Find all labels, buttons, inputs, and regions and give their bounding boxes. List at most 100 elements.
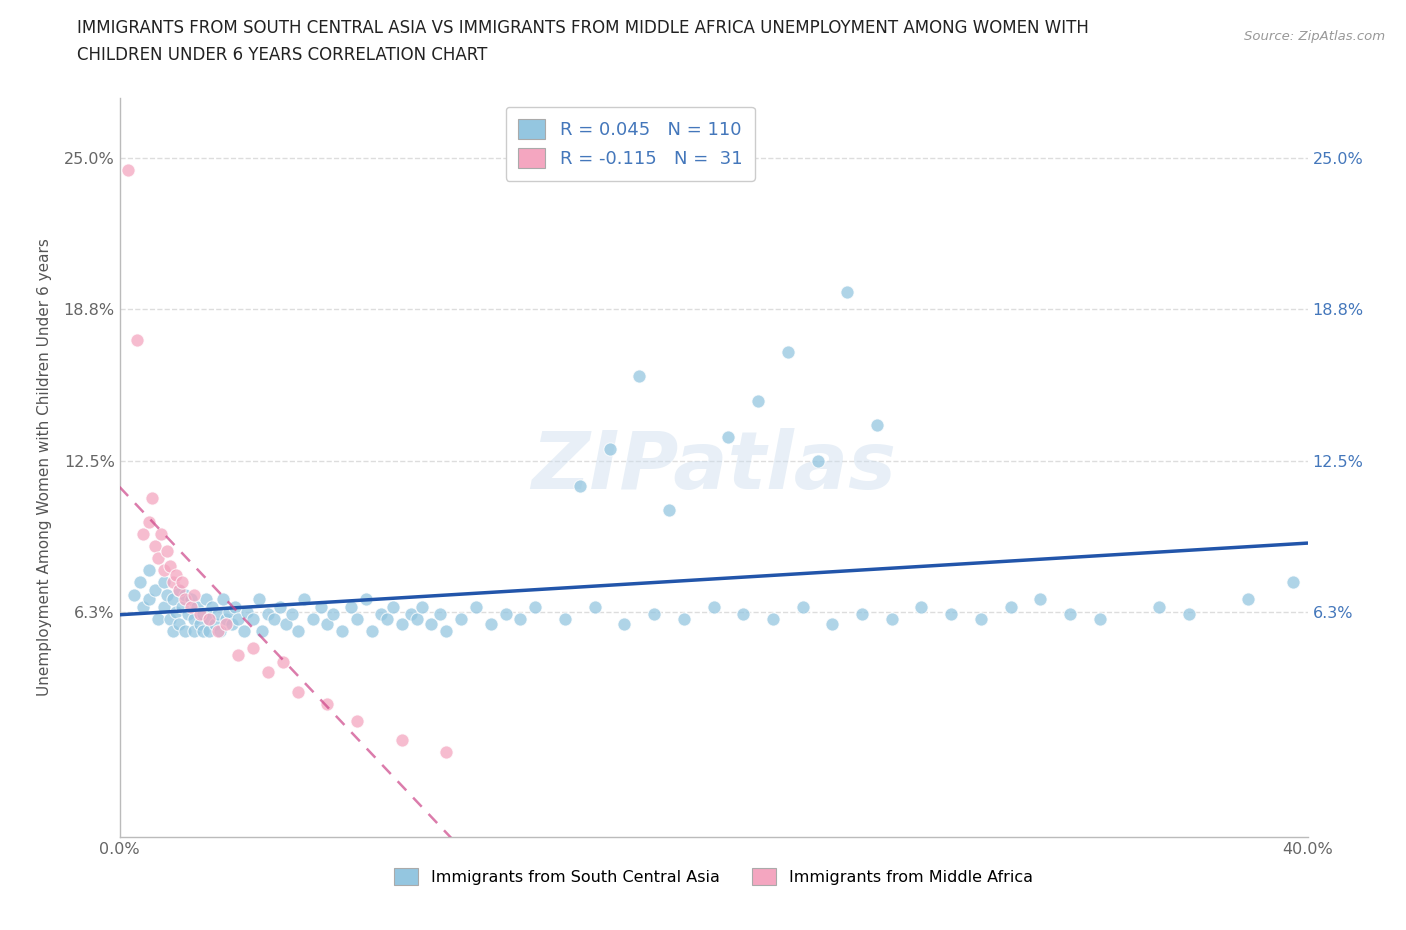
- Point: [263, 611, 285, 626]
- Point: [153, 599, 176, 614]
- Point: [1059, 606, 1081, 621]
- Point: [207, 623, 229, 638]
- Point: [173, 592, 195, 607]
- Point: [186, 599, 208, 614]
- Point: [129, 575, 152, 590]
- Point: [188, 606, 211, 621]
- Point: [287, 684, 309, 699]
- Point: [281, 606, 304, 621]
- Point: [717, 430, 740, 445]
- Point: [479, 617, 502, 631]
- Point: [672, 611, 695, 626]
- Point: [399, 606, 422, 621]
- Point: [191, 623, 214, 638]
- Point: [733, 606, 755, 621]
- Point: [242, 611, 264, 626]
- Point: [354, 592, 377, 607]
- Point: [170, 575, 193, 590]
- Point: [287, 623, 309, 638]
- Point: [837, 285, 859, 299]
- Point: [194, 592, 217, 607]
- Point: [583, 599, 606, 614]
- Point: [703, 599, 725, 614]
- Point: [1237, 592, 1260, 607]
- Point: [180, 592, 202, 607]
- Point: [370, 606, 392, 621]
- Point: [271, 655, 294, 670]
- Point: [269, 599, 291, 614]
- Point: [228, 648, 250, 663]
- Point: [215, 617, 238, 631]
- Point: [173, 587, 195, 602]
- Point: [188, 617, 211, 631]
- Point: [301, 611, 323, 626]
- Point: [204, 617, 226, 631]
- Point: [509, 611, 531, 626]
- Point: [292, 592, 315, 607]
- Point: [242, 641, 264, 656]
- Point: [197, 611, 219, 626]
- Point: [391, 617, 413, 631]
- Point: [311, 599, 333, 614]
- Point: [162, 575, 184, 590]
- Point: [170, 599, 193, 614]
- Point: [411, 599, 433, 614]
- Point: [330, 623, 353, 638]
- Legend: Immigrants from South Central Asia, Immigrants from Middle Africa: Immigrants from South Central Asia, Immi…: [388, 862, 1039, 892]
- Text: IMMIGRANTS FROM SOUTH CENTRAL ASIA VS IMMIGRANTS FROM MIDDLE AFRICA UNEMPLOYMENT: IMMIGRANTS FROM SOUTH CENTRAL ASIA VS IM…: [77, 19, 1090, 36]
- Point: [167, 582, 190, 597]
- Point: [821, 617, 844, 631]
- Point: [209, 623, 232, 638]
- Text: CHILDREN UNDER 6 YEARS CORRELATION CHART: CHILDREN UNDER 6 YEARS CORRELATION CHART: [77, 46, 488, 64]
- Point: [658, 502, 681, 517]
- Point: [159, 558, 181, 573]
- Point: [316, 697, 339, 711]
- Point: [132, 526, 155, 541]
- Point: [162, 592, 184, 607]
- Point: [880, 611, 903, 626]
- Point: [910, 599, 932, 614]
- Point: [434, 745, 457, 760]
- Point: [153, 563, 176, 578]
- Point: [200, 599, 222, 614]
- Point: [153, 575, 176, 590]
- Point: [1178, 606, 1201, 621]
- Point: [165, 567, 187, 582]
- Point: [1147, 599, 1170, 614]
- Point: [183, 611, 205, 626]
- Point: [322, 606, 344, 621]
- Point: [346, 713, 368, 728]
- Point: [138, 592, 160, 607]
- Point: [247, 592, 270, 607]
- Point: [146, 611, 169, 626]
- Point: [162, 623, 184, 638]
- Point: [228, 611, 250, 626]
- Point: [866, 418, 889, 432]
- Point: [1029, 592, 1052, 607]
- Point: [156, 587, 179, 602]
- Point: [257, 606, 280, 621]
- Point: [177, 606, 200, 621]
- Text: Source: ZipAtlas.com: Source: ZipAtlas.com: [1244, 30, 1385, 43]
- Point: [143, 582, 166, 597]
- Point: [361, 623, 384, 638]
- Point: [218, 604, 240, 619]
- Point: [167, 582, 190, 597]
- Point: [776, 345, 799, 360]
- Point: [215, 611, 238, 626]
- Point: [212, 592, 235, 607]
- Point: [405, 611, 427, 626]
- Point: [391, 733, 413, 748]
- Point: [257, 665, 280, 680]
- Point: [138, 514, 160, 529]
- Point: [851, 606, 873, 621]
- Point: [167, 617, 190, 631]
- Point: [340, 599, 363, 614]
- Point: [420, 617, 443, 631]
- Point: [381, 599, 404, 614]
- Point: [207, 606, 229, 621]
- Point: [197, 611, 219, 626]
- Point: [628, 369, 651, 384]
- Point: [124, 587, 146, 602]
- Point: [165, 604, 187, 619]
